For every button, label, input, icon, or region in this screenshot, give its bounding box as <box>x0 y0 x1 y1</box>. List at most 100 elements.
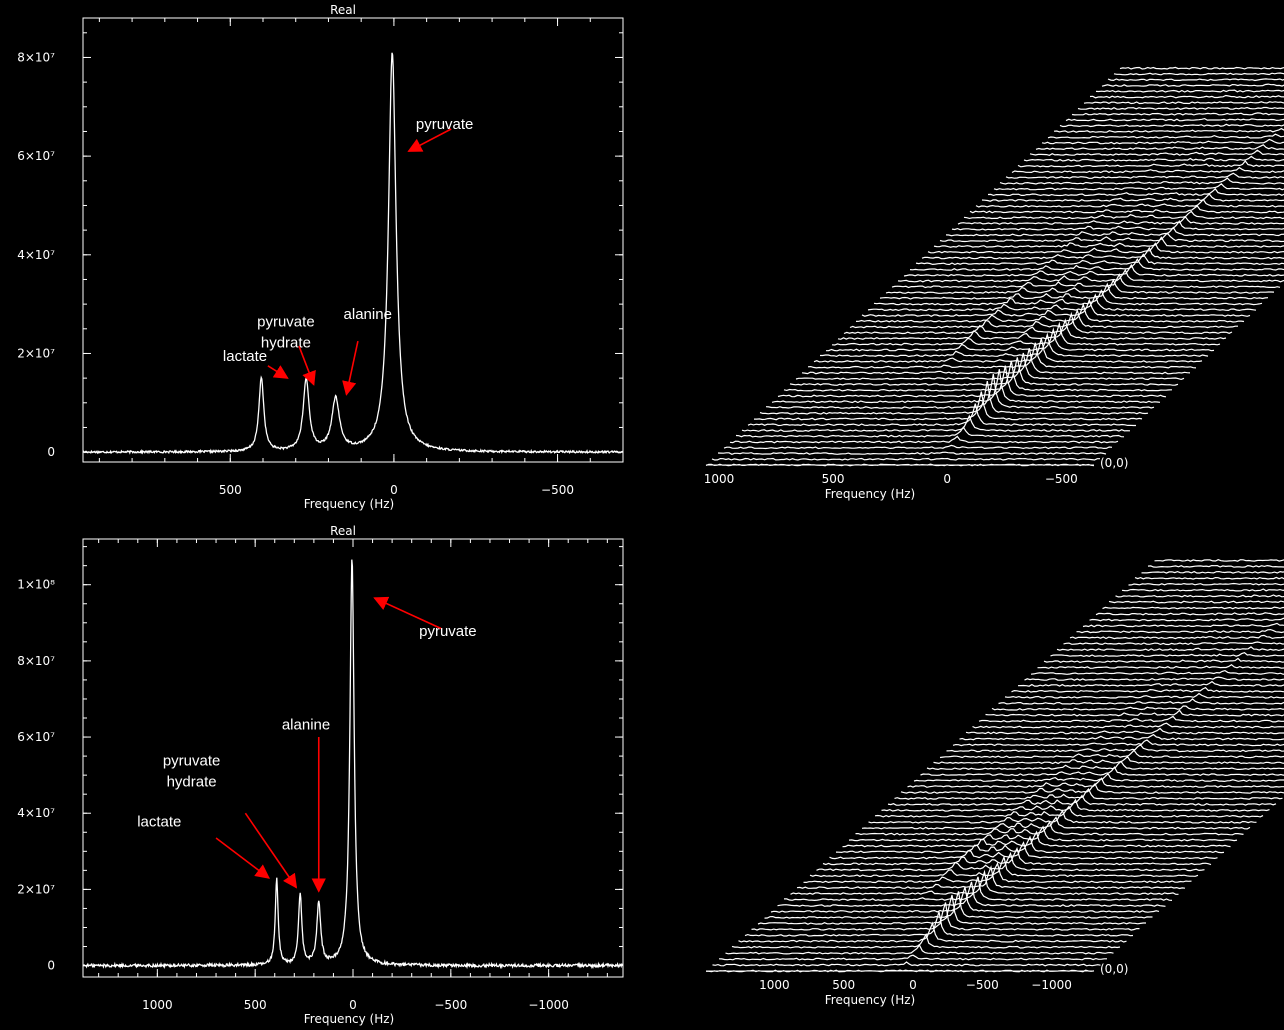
waterfall-trace <box>1017 160 1284 168</box>
waterfall-trace <box>855 820 1244 836</box>
waterfall-trace <box>711 457 1100 461</box>
x-tick-label: 1000 <box>704 472 735 486</box>
waterfall-trace <box>735 426 1125 438</box>
waterfall-trace <box>1089 94 1284 99</box>
waterfall-trace <box>987 187 1284 197</box>
x-tick-label: 500 <box>219 483 242 497</box>
waterfall-trace <box>764 891 1153 919</box>
waterfall-trace <box>807 342 1197 369</box>
waterfall-trace <box>1024 676 1284 681</box>
peak-arrow <box>342 340 359 396</box>
peak-label: lactate <box>223 348 267 365</box>
waterfall-trace <box>835 835 1225 854</box>
waterfall-trace <box>952 739 1284 747</box>
waterfall-trace <box>939 232 1284 243</box>
waterfall-trace <box>907 777 1284 788</box>
waterfall-trace <box>848 825 1238 842</box>
waterfall-trace <box>801 348 1191 375</box>
x-tick-label: −1000 <box>1031 978 1072 992</box>
x-tick-label: 500 <box>832 978 855 992</box>
waterfall-trace <box>1050 652 1284 658</box>
origin-label: (0,0) <box>1100 456 1128 470</box>
waterfall-trace <box>1005 172 1284 179</box>
waterfall-trace <box>927 242 1284 254</box>
y-tick-label: 0 <box>47 445 55 459</box>
waterfall-trace <box>1115 594 1284 598</box>
x-tick-label: −1000 <box>528 998 569 1012</box>
waterfall-trace <box>969 205 1284 214</box>
waterfall-trace <box>1071 112 1284 116</box>
peak-label: pyruvate <box>257 313 315 330</box>
waterfall-trace <box>777 881 1166 907</box>
waterfall-trace <box>718 954 1107 961</box>
waterfall-trace <box>1154 559 1284 562</box>
waterfall-trace <box>790 869 1179 896</box>
waterfall-trace <box>981 193 1284 202</box>
waterfall-trace <box>837 318 1227 340</box>
peak-label: hydrate <box>261 334 311 351</box>
y-tick-label: 1×10⁸ <box>17 578 55 592</box>
waterfall-trace <box>822 846 1212 866</box>
x-axis-title: Frequency (Hz) <box>304 497 395 511</box>
y-tick-label: 6×10⁷ <box>17 730 55 744</box>
y-tick-label: 2×10⁷ <box>17 882 55 896</box>
waterfall-trace <box>1004 692 1284 699</box>
waterfall-trace <box>874 805 1264 818</box>
waterfall-trace <box>725 944 1114 955</box>
waterfall-trace <box>744 911 1134 937</box>
x-tick-label: 0 <box>390 483 398 497</box>
waterfall-trace <box>915 253 1284 266</box>
peak-arrow <box>267 365 289 379</box>
peak-arrow <box>244 812 298 889</box>
waterfall-trace <box>1017 680 1284 687</box>
peak-label: alanine <box>282 716 330 733</box>
waterfall-trace <box>771 369 1161 404</box>
waterfall-trace <box>1037 663 1284 669</box>
x-tick-label: −500 <box>434 998 467 1012</box>
waterfall-trace <box>978 715 1284 723</box>
waterfall-trace <box>985 709 1284 717</box>
waterfall-trace <box>1134 576 1284 580</box>
origin-label: (0,0) <box>1100 962 1128 976</box>
waterfall-trace <box>975 198 1284 208</box>
spectrum-trace <box>82 559 624 970</box>
waterfall-trace <box>1023 155 1284 162</box>
waterfall-trace <box>829 841 1218 860</box>
x-tick-label: 1000 <box>142 998 173 1012</box>
waterfall-trace <box>933 236 1284 248</box>
waterfall-trace <box>777 365 1167 398</box>
waterfall-trace <box>1029 149 1284 156</box>
waterfall-trace <box>891 273 1281 289</box>
waterfall-trace <box>1063 641 1284 646</box>
waterfall-trace <box>963 210 1284 220</box>
waterfall-trace <box>861 298 1251 317</box>
waterfall-trace <box>894 788 1283 800</box>
waterfall-trace <box>933 755 1284 765</box>
waterfall-trace <box>887 794 1277 806</box>
waterfall-trace <box>843 311 1233 335</box>
spectrum-plot-top: Real Frequency (Hz) 500 0 −500 0 2×10⁷ 4×10⁷ 6×1… <box>17 3 624 511</box>
peak-arrow <box>215 837 271 879</box>
spectrum-trace <box>82 52 624 455</box>
x-tick-label: 500 <box>244 998 267 1012</box>
waterfall-trace <box>1059 123 1284 128</box>
peak-label: lactate <box>137 814 181 831</box>
waterfall-trace <box>903 263 1284 277</box>
x-tick-label: −500 <box>1045 472 1078 486</box>
y-tick-label: 8×10⁷ <box>17 50 55 64</box>
waterfall-trace <box>820 332 1209 358</box>
y-tick-label: 6×10⁷ <box>17 149 55 163</box>
waterfall-trace <box>783 360 1173 392</box>
peak-arrow <box>373 596 442 630</box>
waterfall-trace <box>825 327 1215 352</box>
waterfall-trace <box>1128 582 1284 586</box>
waterfall-trace <box>1095 89 1284 93</box>
waterfall-trace <box>813 338 1203 363</box>
waterfall-trace <box>1065 117 1284 122</box>
waterfall-trace <box>1119 66 1284 70</box>
waterfall-trace <box>1102 606 1284 610</box>
waterfall-trace <box>920 766 1284 777</box>
plot-title: Real <box>330 524 356 538</box>
waterfall-trace <box>803 861 1192 884</box>
waterfall-trace <box>913 772 1284 783</box>
